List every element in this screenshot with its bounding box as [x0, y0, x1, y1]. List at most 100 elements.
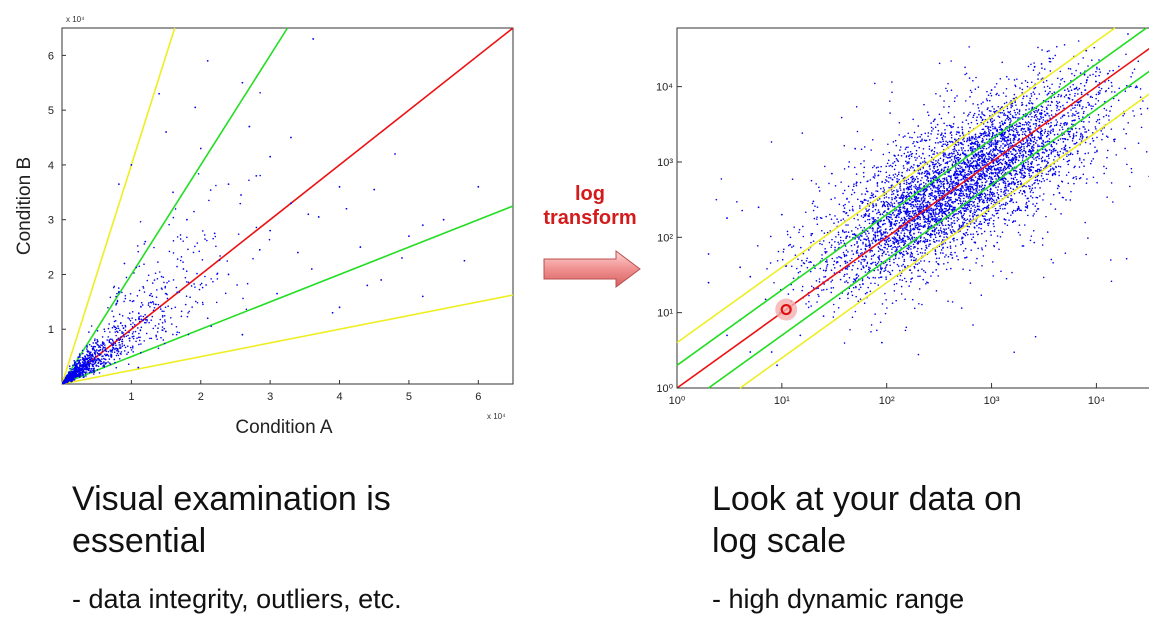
linear-dense-point	[103, 330, 106, 333]
log-cloud-point	[910, 281, 912, 283]
log-cloud-point	[907, 162, 910, 164]
log-cloud-point	[989, 120, 992, 122]
log-cloud-point	[889, 112, 891, 114]
linear-dense-point	[108, 362, 111, 364]
linear-dense-point	[159, 305, 162, 308]
log-cloud-point	[912, 166, 914, 169]
linear-dense-point	[75, 366, 78, 369]
log-cloud-point	[1103, 107, 1106, 110]
log-cloud-point	[1046, 178, 1048, 181]
log-cloud-point	[942, 180, 945, 183]
log-cloud-point	[1036, 175, 1039, 178]
log-cloud-point	[996, 235, 999, 237]
log-cloud-point	[856, 242, 858, 244]
log-cloud-point	[959, 154, 961, 157]
log-cloud-point	[951, 254, 953, 256]
log-cloud-point	[1087, 152, 1090, 154]
log-cloud-point	[1001, 171, 1004, 174]
log-cloud-point	[906, 168, 909, 170]
log-cloud-point	[1085, 81, 1088, 84]
log-cloud-point	[926, 111, 929, 113]
log-cloud-point	[1003, 169, 1005, 172]
linear-dense-point	[100, 360, 102, 363]
log-cloud-point	[1030, 92, 1032, 95]
log-cloud-point	[1004, 172, 1007, 174]
log-cloud-point	[962, 147, 965, 149]
log-cloud-point	[913, 214, 915, 216]
log-cloud-point	[999, 122, 1001, 124]
log-cloud-point	[798, 228, 801, 231]
log-cloud-point	[1050, 258, 1053, 261]
log-cloud-point	[776, 259, 779, 262]
linear-dense-point	[214, 235, 217, 238]
log-cloud-point	[1045, 173, 1048, 175]
log-cloud-point	[941, 132, 943, 134]
log-cloud-point	[979, 199, 981, 201]
log-cloud-point	[950, 175, 953, 177]
arrow-caption-line2: transform	[543, 207, 637, 229]
linear-dense-point	[239, 202, 242, 205]
log-cloud-point	[922, 181, 925, 184]
log-cloud-point	[856, 273, 858, 276]
log-cloud-point	[958, 224, 961, 226]
log-cloud-point	[958, 170, 961, 172]
log-cloud-point	[834, 249, 836, 251]
linear-dense-point	[139, 351, 142, 354]
log-cloud-point	[1060, 117, 1062, 119]
log-cloud-point	[881, 252, 884, 255]
log-cloud-point	[844, 245, 847, 247]
linear-dense-point	[111, 339, 114, 342]
linear-dense-point	[87, 357, 90, 360]
log-cloud-point	[1021, 92, 1023, 94]
log-cloud-point	[1041, 49, 1043, 51]
log-cloud-point	[922, 278, 925, 281]
log-cloud-point	[972, 324, 974, 326]
linear-dense-point	[209, 189, 212, 191]
log-cloud-point	[1051, 145, 1053, 148]
log-cloud-point	[911, 175, 914, 178]
log-cloud-point	[903, 241, 905, 243]
linear-dense-point	[157, 347, 160, 350]
log-cloud-point	[1007, 143, 1009, 146]
log-cloud-point	[1045, 135, 1048, 138]
log-cloud-point	[995, 212, 998, 215]
linear-dense-point	[112, 344, 115, 346]
linear-dense-point	[88, 360, 90, 363]
log-cloud-point	[899, 274, 902, 277]
linear-dense-point	[125, 276, 128, 279]
log-cloud-point	[1025, 201, 1028, 204]
linear-dense-point	[147, 304, 150, 306]
linear-dense-point	[138, 289, 141, 292]
log-cloud-point	[793, 226, 795, 228]
log-cloud-point	[801, 289, 803, 292]
log-cloud-point	[920, 173, 923, 175]
log-cloud-point	[969, 196, 972, 199]
log-cloud-point	[925, 169, 928, 172]
log-cloud-point	[826, 288, 828, 291]
log-cloud-point	[976, 160, 978, 163]
log-cloud-point	[1017, 183, 1019, 186]
log-cloud-point	[965, 219, 967, 222]
log-cloud-point	[1042, 193, 1045, 195]
log-cloud-point	[1071, 98, 1074, 101]
linear-dense-point	[98, 353, 100, 355]
log-cloud-point	[805, 259, 808, 262]
log-cloud-point	[1041, 109, 1043, 112]
log-cloud-point	[1122, 114, 1124, 117]
log-cloud-point	[891, 193, 893, 196]
linear-x-tick-label: 5	[406, 391, 412, 403]
log-cloud-point	[879, 230, 882, 233]
log-cloud-point	[990, 176, 993, 179]
linear-dense-point	[161, 316, 164, 318]
linear-dense-point	[171, 323, 173, 325]
log-cloud-point	[921, 140, 923, 142]
log-cloud-point	[953, 201, 955, 203]
log-cloud-point	[966, 159, 969, 162]
log-cloud-point	[1046, 149, 1048, 152]
log-cloud-point	[970, 207, 972, 210]
log-cloud-point	[1050, 114, 1053, 116]
log-cloud-point	[992, 127, 994, 130]
log-cloud-point	[1079, 135, 1082, 138]
linear-dense-point	[138, 265, 141, 268]
linear-dense-point	[154, 303, 157, 306]
